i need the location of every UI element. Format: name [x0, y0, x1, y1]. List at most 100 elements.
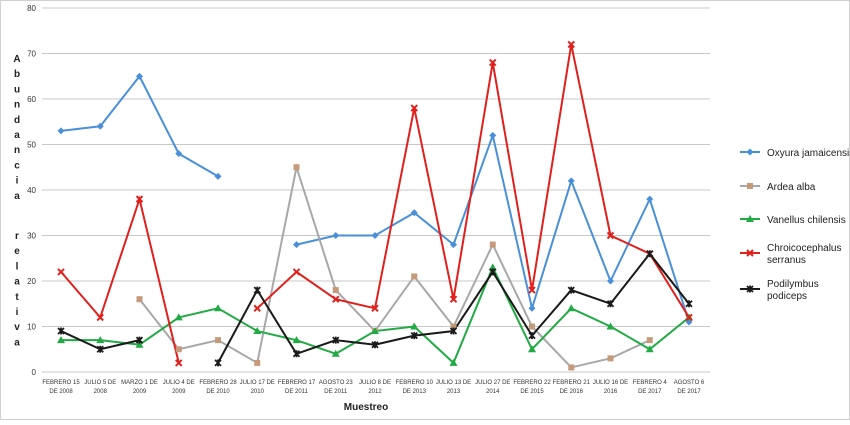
x-tick-label: JULIO 13 DE 2013 — [436, 380, 471, 395]
y-axis-label-letter: r — [15, 231, 19, 242]
data-point-vanellus-chilensis — [253, 327, 262, 335]
data-point-ardea-alba — [646, 337, 653, 344]
data-point-oxyura-jamaicensis — [646, 195, 654, 203]
data-point-oxyura-jamaicensis — [567, 177, 575, 185]
data-point-podilymbus-podiceps — [96, 345, 104, 353]
data-point-podilymbus-podiceps — [410, 331, 418, 340]
data-point-chroicocephalus-serranus — [292, 268, 301, 276]
data-point-podilymbus-podiceps — [685, 300, 693, 308]
data-point-podilymbus-podiceps — [528, 331, 536, 340]
data-point-vanellus-chilensis — [57, 336, 65, 344]
data-point-vanellus-chilensis — [488, 263, 497, 271]
legend-label: Ardea alba — [767, 182, 816, 193]
series-line-chroicocephalus-serranus — [60, 195, 180, 364]
data-point-chroicocephalus-serranus — [135, 195, 144, 203]
data-point-oxyura-jamaicensis — [175, 150, 183, 158]
x-tick-label: FEBRERO 15 DE 2008 — [42, 380, 80, 395]
y-axis-label-letter: A — [13, 54, 20, 65]
data-point-oxyura-jamaicensis — [371, 232, 379, 239]
data-point-oxyura-jamaicensis — [607, 277, 614, 285]
series-line-chroicocephalus-serranus — [256, 44, 690, 318]
data-point-oxyura-jamaicensis — [293, 241, 300, 249]
data-point-oxyura-jamaicensis — [57, 127, 65, 135]
y-axis-label-letter: i — [16, 176, 19, 187]
y-tick-label: 70 — [27, 50, 36, 59]
y-axis-label-letter: n — [14, 145, 20, 156]
data-point-chroicocephalus-serranus — [371, 304, 379, 313]
data-point-podilymbus-podiceps — [332, 336, 340, 344]
data-point-oxyura-jamaicensis — [410, 209, 418, 217]
y-axis-label-letter: a — [14, 191, 20, 202]
x-tick-label: JULIO 5 DE 2008 — [84, 380, 116, 395]
legend-label: Chroicocephalus serranus — [767, 243, 842, 266]
data-point-vanellus-chilensis — [292, 336, 301, 344]
data-point-ardea-alba — [136, 296, 143, 303]
data-point-oxyura-jamaicensis — [489, 131, 497, 139]
data-point-podilymbus-podiceps — [57, 327, 65, 335]
x-tick-label: FEBRERO 17 DE 2011 — [278, 380, 316, 395]
y-axis-label-letter: e — [14, 246, 20, 257]
data-point-chroicocephalus-serranus — [528, 286, 536, 294]
data-point-ardea-alba — [411, 273, 418, 280]
y-tick-label: 20 — [27, 277, 36, 286]
data-point-chroicocephalus-serranus — [175, 359, 183, 367]
y-axis-label-letter: d — [14, 115, 20, 126]
data-point-chroicocephalus-serranus — [96, 313, 104, 322]
y-tick-label: 80 — [27, 4, 36, 13]
x-tick-label: AGOSTO 23 DE 2011 — [319, 380, 354, 395]
data-point-oxyura-jamaicensis — [214, 172, 222, 180]
x-tick-label: JULIO 27 DE 2014 — [475, 380, 510, 395]
data-point-oxyura-jamaicensis — [332, 232, 340, 239]
data-point-vanellus-chilensis — [331, 349, 340, 357]
data-point-ardea-alba — [332, 287, 339, 294]
y-tick-label: 30 — [27, 232, 36, 241]
y-tick-label: 40 — [27, 186, 36, 195]
legend-marker — [746, 148, 754, 156]
data-point-oxyura-jamaicensis — [528, 304, 536, 312]
x-tick-label: JULIO 16 DE 2016 — [593, 380, 628, 395]
data-point-vanellus-chilensis — [135, 340, 144, 348]
y-axis-label-letter: a — [14, 337, 20, 348]
y-axis-label-letter: u — [14, 84, 20, 95]
data-point-podilymbus-podiceps — [253, 286, 261, 294]
legend-marker — [746, 249, 754, 257]
data-point-vanellus-chilensis — [528, 345, 536, 353]
series-line-ardea-alba — [138, 163, 651, 369]
x-tick-label: FEBRERO 4 DE 2017 — [633, 380, 668, 395]
y-axis-label-letter: l — [16, 261, 19, 272]
data-point-oxyura-jamaicensis — [450, 241, 457, 249]
data-point-chroicocephalus-serranus — [410, 104, 418, 112]
x-tick-label: FEBRERO 28 DE 2010 — [199, 380, 237, 395]
data-point-vanellus-chilensis — [645, 345, 654, 353]
y-axis-label-letter: a — [14, 130, 20, 141]
y-axis-label-letter: i — [16, 307, 19, 318]
x-axis-ticks: FEBRERO 15 DE 2008 JULIO 5 DE 2008 MARZO 1 D… — [42, 380, 705, 395]
data-point-ardea-alba — [215, 337, 221, 344]
data-point-chroicocephalus-serranus — [606, 231, 615, 240]
legend: Oxyura jamaicensis Ardea alba Vanellus chi… — [740, 148, 850, 302]
x-tick-label: JULIO 17 DE 2010 — [240, 380, 275, 395]
y-tick-label: 10 — [27, 323, 36, 332]
legend-marker — [746, 285, 754, 293]
y-tick-label: 60 — [27, 95, 36, 104]
data-point-vanellus-chilensis — [96, 336, 105, 344]
data-point-vanellus-chilensis — [214, 304, 222, 312]
x-axis-label: Muestreo — [344, 402, 388, 413]
data-point-oxyura-jamaicensis — [96, 122, 104, 130]
y-tick-label: 50 — [27, 141, 36, 150]
data-point-chroicocephalus-serranus — [449, 295, 458, 303]
data-point-ardea-alba — [568, 364, 575, 371]
data-point-chroicocephalus-serranus — [489, 58, 497, 67]
y-axis-label-letter: t — [15, 292, 19, 303]
y-axis-label-letter: c — [14, 160, 20, 171]
x-tick-label: JULIO 8 DE 2012 — [359, 380, 391, 395]
data-point-chroicocephalus-serranus — [332, 295, 340, 303]
data-point-chroicocephalus-serranus — [57, 268, 65, 276]
y-axis-label-letter: v — [14, 322, 20, 333]
legend-label: Podilymbus podiceps — [767, 279, 819, 302]
legend-label: Vanellus chilensis — [767, 215, 846, 226]
data-point-vanellus-chilensis — [567, 304, 576, 312]
data-point-podilymbus-podiceps — [135, 336, 144, 344]
